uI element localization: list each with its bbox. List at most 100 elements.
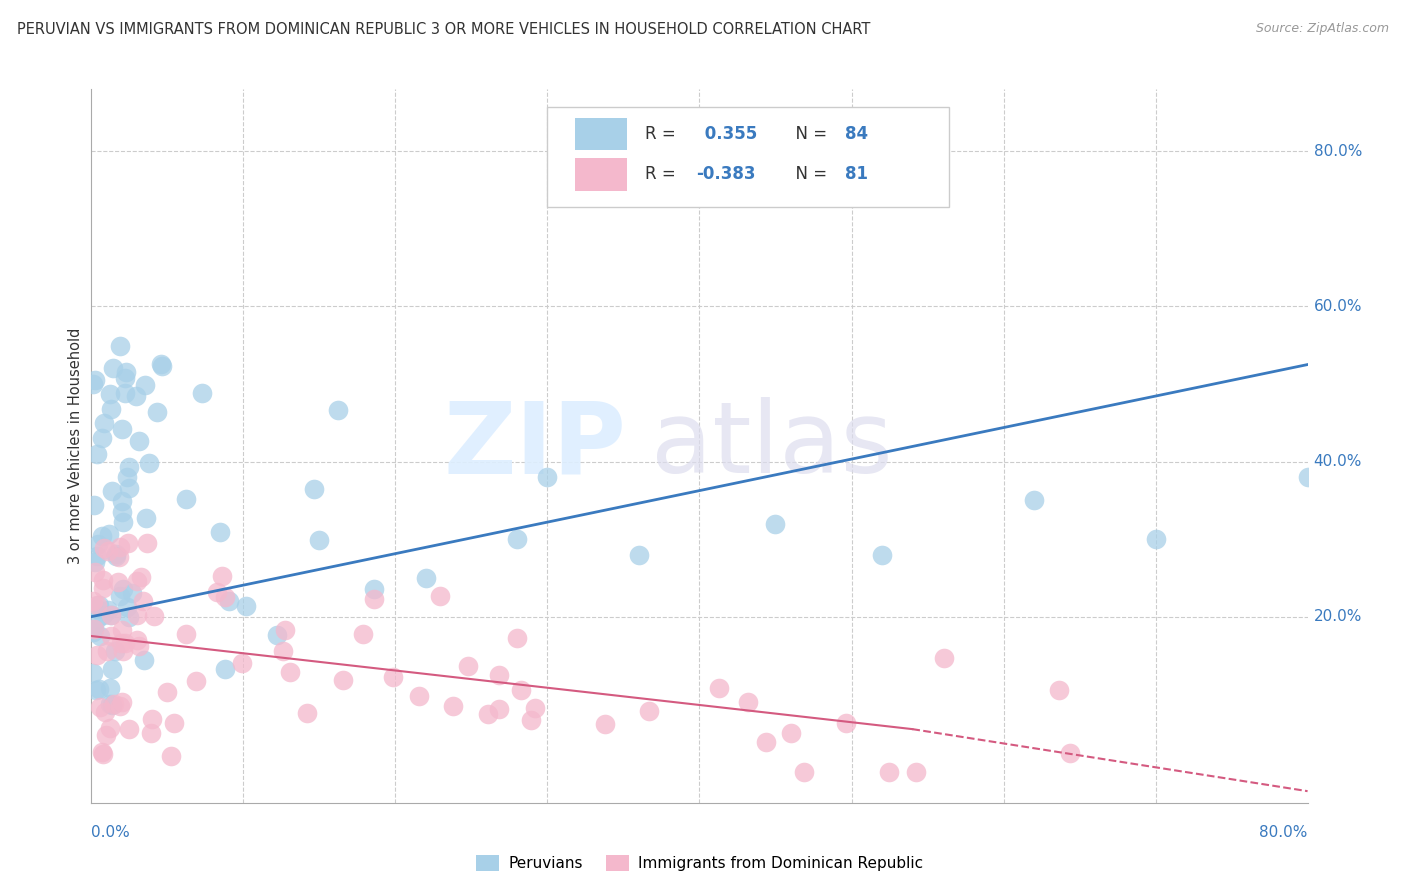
Point <box>1047 682 1070 697</box>
Point <box>87 598 110 612</box>
Point <box>107 549 129 564</box>
Point <box>332 673 354 688</box>
Point <box>103 698 125 712</box>
Point <box>94 728 117 742</box>
Point <box>163 716 186 731</box>
Point <box>266 628 288 642</box>
Point <box>146 405 169 419</box>
Point <box>98 527 121 541</box>
FancyBboxPatch shape <box>575 118 627 150</box>
Point <box>108 699 131 714</box>
Text: R =: R = <box>645 125 681 143</box>
Point <box>96 644 118 658</box>
Point <box>87 537 110 551</box>
Point <box>441 699 464 714</box>
Point <box>100 629 122 643</box>
Point <box>82 376 104 391</box>
Point <box>111 624 134 638</box>
Point <box>506 532 529 546</box>
Point <box>214 661 236 675</box>
Point <box>93 541 115 556</box>
Point <box>100 662 122 676</box>
Point <box>128 639 150 653</box>
Point <box>132 594 155 608</box>
Point <box>174 491 197 506</box>
Text: 60.0%: 60.0% <box>1313 299 1362 314</box>
Point <box>231 656 253 670</box>
Point <box>114 371 136 385</box>
Point <box>83 498 105 512</box>
Text: 80.0%: 80.0% <box>1313 144 1362 159</box>
Point <box>457 659 479 673</box>
Point <box>211 569 233 583</box>
Point <box>1327 237 1350 252</box>
Point <box>86 447 108 461</box>
Point <box>117 536 139 550</box>
Text: ZIP: ZIP <box>444 398 627 494</box>
Y-axis label: 3 or more Vehicles in Household: 3 or more Vehicles in Household <box>67 328 83 564</box>
Text: -0.383: -0.383 <box>696 166 755 184</box>
Point <box>870 548 893 562</box>
Point <box>905 764 928 779</box>
Point <box>111 695 134 709</box>
Point <box>780 726 803 740</box>
Text: 84: 84 <box>845 125 869 143</box>
Point <box>86 612 108 626</box>
Point <box>115 365 138 379</box>
Point <box>82 593 104 607</box>
Point <box>737 695 759 709</box>
Point <box>89 682 111 697</box>
Point <box>488 667 510 681</box>
Point <box>93 608 115 623</box>
Point <box>134 378 156 392</box>
Point <box>100 401 122 416</box>
Point <box>111 505 134 519</box>
Point <box>205 585 228 599</box>
Point <box>510 683 533 698</box>
Point <box>1022 493 1045 508</box>
Point <box>235 599 257 613</box>
Point <box>89 700 111 714</box>
Point <box>111 643 134 657</box>
Point <box>127 607 149 622</box>
Point <box>477 707 499 722</box>
Point <box>100 483 122 498</box>
FancyBboxPatch shape <box>575 159 627 191</box>
Point <box>536 470 558 484</box>
Text: 0.355: 0.355 <box>699 125 758 143</box>
Point <box>363 582 385 596</box>
Point <box>1059 746 1081 760</box>
Point <box>94 705 117 719</box>
Point <box>834 716 856 731</box>
Point <box>523 701 546 715</box>
Point <box>174 627 197 641</box>
Point <box>363 591 385 606</box>
Point <box>114 636 136 650</box>
Point <box>191 385 214 400</box>
Point <box>382 670 405 684</box>
Point <box>104 644 127 658</box>
Point <box>297 706 319 721</box>
Point <box>98 721 121 735</box>
Point <box>127 632 149 647</box>
Point <box>214 591 236 605</box>
Point <box>82 624 104 639</box>
Point <box>86 549 108 564</box>
Point <box>793 764 815 779</box>
Point <box>93 573 115 587</box>
Point <box>115 600 138 615</box>
Text: N =: N = <box>785 125 832 143</box>
Point <box>100 608 122 623</box>
Point <box>97 603 120 617</box>
Text: R =: R = <box>645 166 681 184</box>
Point <box>415 571 437 585</box>
Point <box>101 698 124 713</box>
Legend: Peruvians, Immigrants from Dominican Republic: Peruvians, Immigrants from Dominican Rep… <box>470 849 929 877</box>
Point <box>111 582 134 596</box>
Point <box>595 716 617 731</box>
Point <box>429 589 451 603</box>
Point <box>111 515 134 529</box>
Point <box>273 623 295 637</box>
Point <box>125 388 148 402</box>
Point <box>932 651 955 665</box>
